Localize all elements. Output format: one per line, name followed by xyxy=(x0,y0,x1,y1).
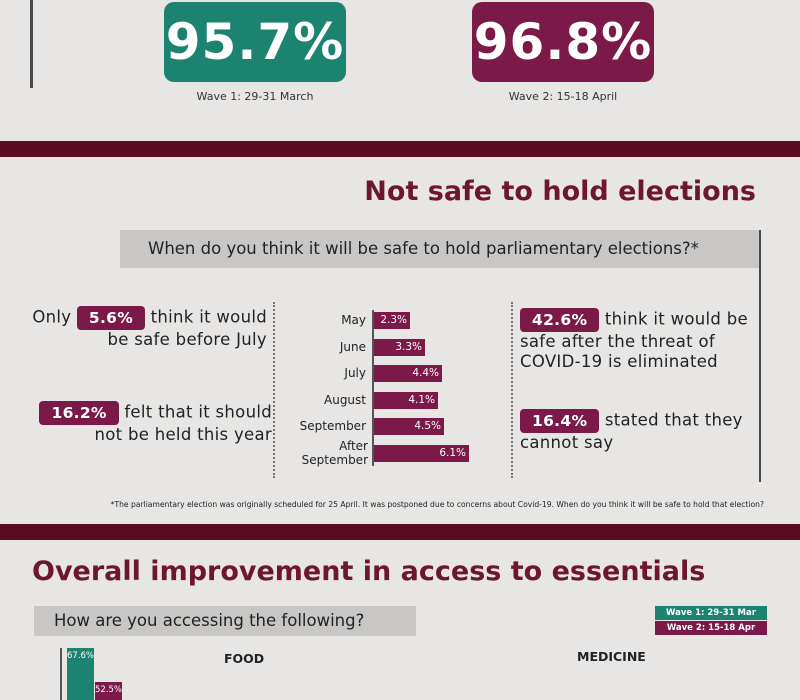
left-divider xyxy=(30,0,33,88)
value-pill: 16.2% xyxy=(39,401,119,425)
section-divider-band xyxy=(0,524,800,540)
value-pill: 16.4% xyxy=(520,409,600,433)
statement-text: think it would be safe before July xyxy=(107,307,267,350)
wave1-stat-box: 95.7% xyxy=(164,2,346,82)
bar-category-label: After September xyxy=(301,439,368,467)
category-food: FOOD xyxy=(224,651,265,666)
bar-category-label: May xyxy=(341,313,366,327)
food-wave1-bar: 67.6% xyxy=(67,648,94,700)
bar: 6.1% xyxy=(374,445,469,462)
dotted-divider-right xyxy=(511,302,513,478)
question-bar-elections: When do you think it will be safe to hol… xyxy=(120,230,760,268)
section-divider-band xyxy=(0,141,800,157)
bar: 2.3% xyxy=(374,312,410,329)
wave2-caption: Wave 2: 15-18 April xyxy=(508,90,618,103)
statement-not-this-year: 16.2% felt that it should not be held th… xyxy=(16,401,272,445)
chart-axis xyxy=(372,310,374,466)
bar-category-label: July xyxy=(344,366,366,380)
statement-before-july: Only 5.6% think it would be safe before … xyxy=(22,306,267,350)
legend-wave2: Wave 2: 15-18 Apr xyxy=(655,621,767,635)
category-medicine: MEDICINE xyxy=(577,649,646,664)
statement-cannot-say: 16.4% stated that they cannot say xyxy=(520,409,760,453)
footnote: *The parliamentary election was original… xyxy=(110,500,764,509)
dotted-divider-left xyxy=(273,302,275,478)
statement-text: think it would be safe after the threat … xyxy=(520,309,748,372)
bar-category-label: September xyxy=(299,419,366,433)
section-title-elections: Not safe to hold elections xyxy=(364,176,756,207)
statement-after-covid: 42.6% think it would be safe after the t… xyxy=(520,308,760,372)
statement-text: stated that they cannot say xyxy=(520,410,743,453)
value-pill: 5.6% xyxy=(76,306,146,330)
food-wave2-bar: 52.5% xyxy=(95,682,122,700)
right-divider xyxy=(759,230,761,482)
section-title-essentials: Overall improvement in access to essenti… xyxy=(32,556,706,587)
bar-category-label: June xyxy=(339,340,366,354)
statement-text: felt that it should not be held this yea… xyxy=(94,402,272,445)
bar: 4.1% xyxy=(374,392,438,409)
bar: 4.5% xyxy=(374,418,444,435)
food-chart-axis xyxy=(60,648,62,700)
statement-text: Only xyxy=(32,307,72,327)
wave2-stat-box: 96.8% xyxy=(472,2,654,82)
legend-wave1: Wave 1: 29-31 Mar xyxy=(655,606,767,620)
bar-category-label: August xyxy=(324,393,366,407)
bar: 3.3% xyxy=(374,339,425,356)
bar: 4.4% xyxy=(374,365,442,382)
wave1-caption: Wave 1: 29-31 March xyxy=(196,90,314,103)
value-pill: 42.6% xyxy=(520,308,600,332)
question-bar-essentials: How are you accessing the following? xyxy=(34,606,416,636)
